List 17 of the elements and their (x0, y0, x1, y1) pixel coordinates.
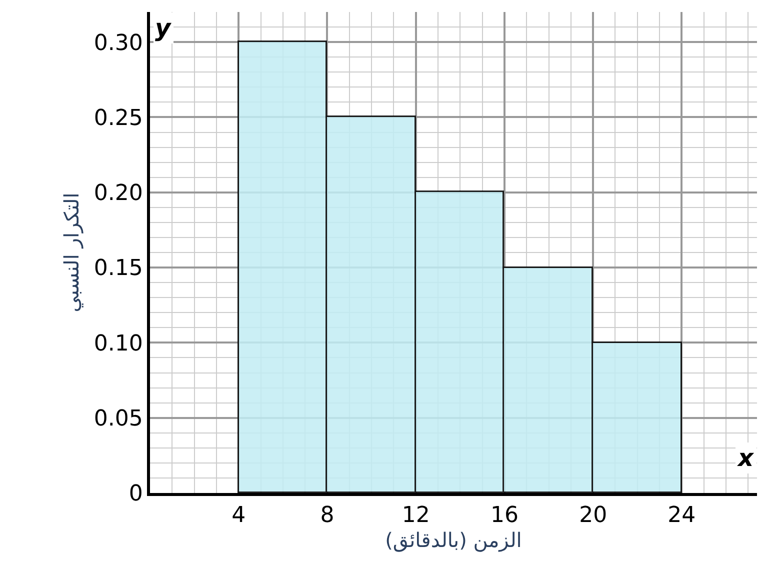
y-tick-label: 0.10 (94, 331, 143, 356)
x-tick-label: 20 (579, 503, 608, 528)
y-axis-title: التكرار النسبي (59, 192, 84, 312)
y-tick-label: 0.15 (94, 256, 143, 282)
x-tick-label: 16 (490, 503, 518, 528)
annotation: x (737, 444, 755, 472)
x-tick-label: 12 (402, 503, 430, 528)
x-tick-label: 24 (668, 503, 696, 528)
x-tick-label: 4 (232, 503, 246, 528)
annotation: y (155, 14, 172, 42)
y-tick-label: 0 (128, 482, 143, 507)
x-axis-title: الزمن (بالدقائق) (385, 528, 522, 552)
y-tick-label: 0.20 (94, 181, 143, 206)
y-tick-label: 0.05 (94, 406, 143, 432)
y-tick-label: 0.30 (94, 30, 143, 56)
x-tick-label: 8 (320, 503, 334, 528)
y-tick-label: 0.25 (94, 106, 143, 131)
